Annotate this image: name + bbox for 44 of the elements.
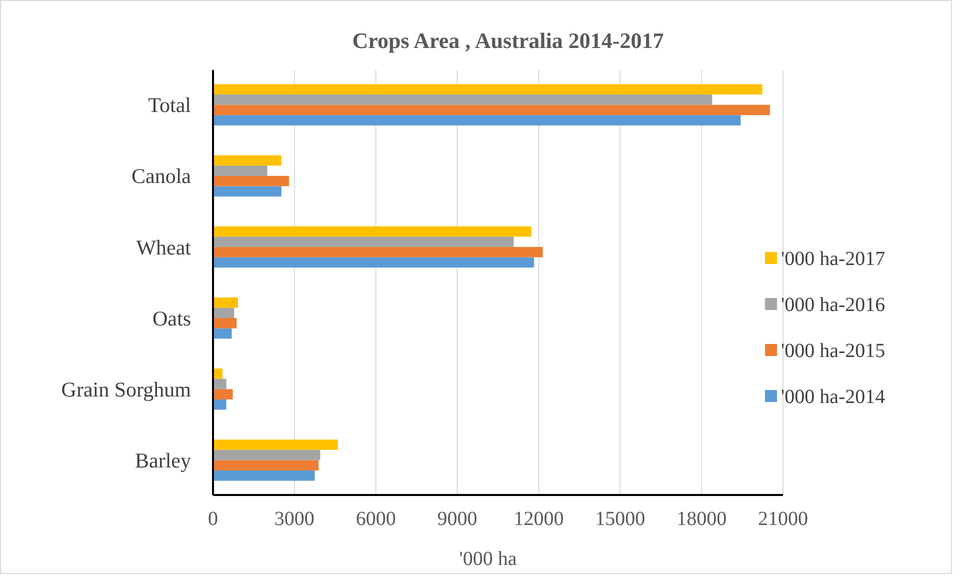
bar (213, 186, 282, 197)
x-tick-label: 3000 (274, 508, 314, 530)
bar (213, 84, 762, 95)
x-tick-label: 15000 (595, 508, 646, 530)
legend-label: '000 ha-2015 (781, 340, 886, 362)
bar (213, 226, 532, 237)
bar (213, 328, 232, 339)
bar (213, 155, 282, 166)
bar (213, 460, 319, 470)
legend-label: '000 ha-2017 (781, 248, 886, 270)
x-tick-label: 12000 (514, 508, 564, 530)
x-tick-label: 9000 (437, 508, 478, 530)
bar (213, 166, 268, 176)
y-tick-label: Wheat (136, 235, 192, 260)
bar (213, 176, 289, 186)
y-tick-label: Grain Sorghum (61, 377, 191, 402)
y-tick-label: Total (148, 93, 192, 118)
x-tick-label: 6000 (356, 508, 396, 530)
bar (213, 257, 534, 268)
bar (213, 297, 238, 308)
bar (213, 246, 543, 258)
bar (213, 389, 233, 400)
bar (213, 115, 741, 126)
bar (213, 104, 770, 116)
bar (213, 368, 222, 379)
x-tick-label: 0 (208, 508, 218, 530)
y-tick-label: Barley (135, 448, 192, 473)
x-tick-label: 21000 (758, 508, 808, 530)
y-tick-label: Oats (152, 306, 191, 330)
bar (213, 440, 338, 450)
y-tick-label: Canola (132, 164, 192, 188)
bar (213, 399, 226, 410)
bar (213, 318, 237, 328)
bar (213, 236, 514, 247)
x-tick-label: 18000 (676, 508, 727, 530)
bar (213, 450, 320, 460)
legend-label: '000 ha-2014 (781, 386, 886, 408)
bar (213, 308, 234, 318)
chart-title: Crops Area , Australia 2014-2017 (352, 28, 664, 53)
bar (213, 470, 315, 481)
x-axis-title: '000 ha (459, 548, 517, 570)
bar (213, 378, 226, 390)
legend-label: '000 ha-2016 (781, 294, 886, 316)
bar (213, 94, 712, 105)
